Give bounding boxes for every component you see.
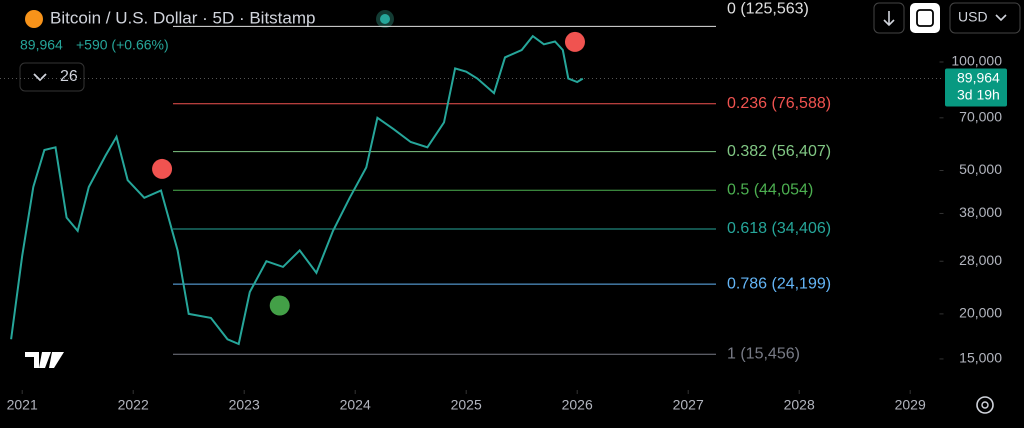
fib-label: 0.786 (24,199) bbox=[727, 275, 831, 292]
x-tick-label: 2022 bbox=[118, 397, 149, 413]
settings-icon[interactable] bbox=[976, 396, 994, 414]
currency: USD bbox=[958, 9, 988, 25]
y-tick-label: 28,000 bbox=[959, 252, 1002, 268]
y-tick-label: 15,000 bbox=[959, 350, 1002, 366]
fib-label: 0.5 (44,054) bbox=[727, 182, 813, 199]
fib-label: 0.382 (56,407) bbox=[727, 143, 831, 160]
x-tick-label: 2028 bbox=[784, 397, 815, 413]
header-price: 89,964 bbox=[20, 37, 63, 53]
y-tick-label: 70,000 bbox=[959, 109, 1002, 125]
y-tick-label: 38,000 bbox=[959, 204, 1002, 220]
y-tick-label: 20,000 bbox=[959, 305, 1002, 321]
price-line bbox=[10, 34, 584, 346]
arrow-icon bbox=[883, 11, 895, 27]
settings-icon-center bbox=[981, 401, 989, 409]
price-tag bbox=[945, 68, 1007, 107]
currency-select[interactable] bbox=[949, 2, 1021, 34]
x-tick-label: 2024 bbox=[340, 397, 371, 413]
signal-marker bbox=[564, 31, 585, 52]
fib-label: 0.618 (34,406) bbox=[727, 220, 831, 237]
y-tick-label: 50,000 bbox=[959, 161, 1002, 177]
layout-icon bbox=[916, 9, 934, 27]
layout-button[interactable] bbox=[910, 3, 940, 33]
chevron bbox=[995, 14, 1007, 22]
x-tick-label: 2023 bbox=[229, 397, 260, 413]
fib-label: 0.236 (76,588) bbox=[727, 95, 831, 112]
coin-icon bbox=[25, 10, 43, 28]
x-tick-label: 2027 bbox=[673, 397, 704, 413]
fib-label: 0 (125,563) bbox=[727, 1, 809, 18]
symbol-title: Bitcoin / U.S. Dollar · 5D · Bitstamp bbox=[50, 8, 315, 27]
price-change: +590 (+0.66%) bbox=[76, 37, 169, 53]
signal-marker bbox=[269, 295, 290, 316]
price-tag-value: 89,964 bbox=[957, 69, 1000, 85]
signal-marker bbox=[152, 158, 173, 179]
indicator-count: 26 bbox=[60, 68, 78, 85]
fib-label: 1 (15,456) bbox=[727, 345, 800, 362]
x-tick-label: 2026 bbox=[562, 397, 593, 413]
x-tick-label: 2021 bbox=[7, 397, 38, 413]
tv-logo bbox=[25, 352, 64, 368]
x-tick-label: 2025 bbox=[451, 397, 482, 413]
x-tick-label: 2029 bbox=[895, 397, 926, 413]
market-status bbox=[380, 14, 390, 24]
y-tick-label: 100,000 bbox=[951, 53, 1002, 69]
indicators-toggle[interactable] bbox=[19, 62, 85, 92]
plot: 15,000 20,000 28,000 38,000 50,000 70,000 100,… bbox=[0, 1, 1007, 413]
price-tag-countdown: 3d 19h bbox=[957, 86, 1000, 102]
chevron bbox=[33, 73, 47, 82]
